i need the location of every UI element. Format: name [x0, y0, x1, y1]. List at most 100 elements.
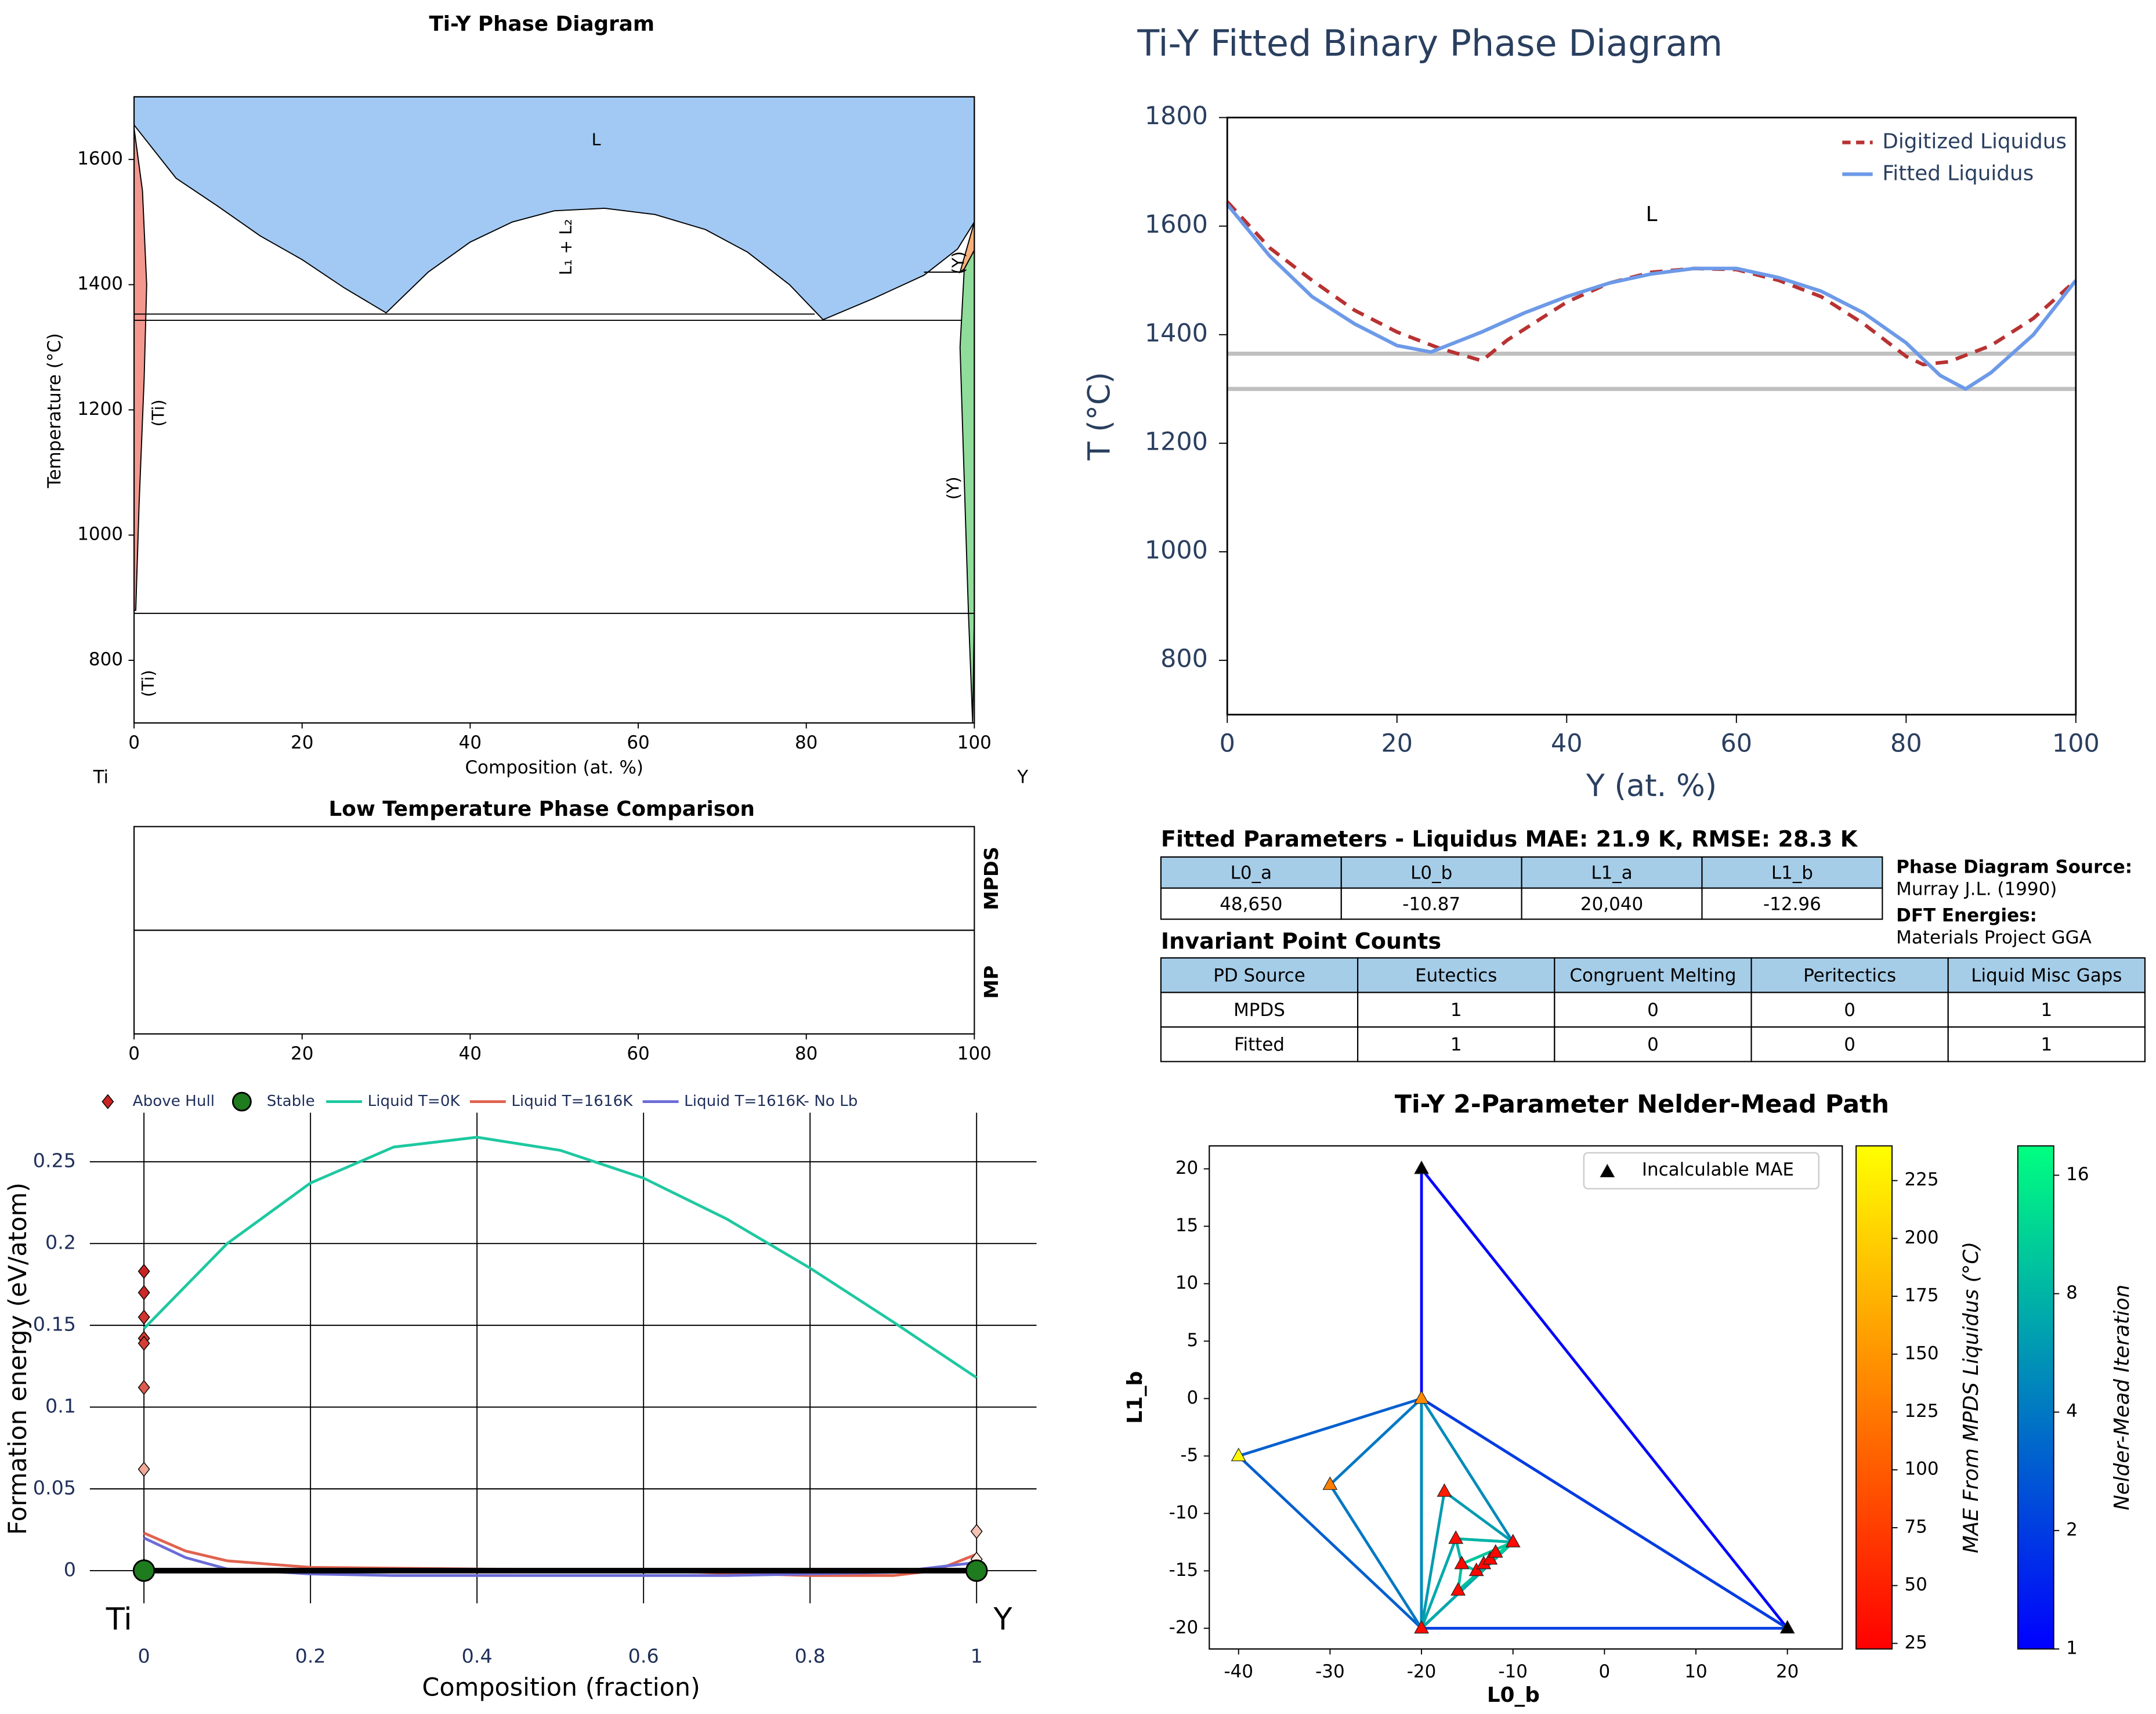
colorbar [2017, 1145, 2054, 1650]
table-value: 0 [1844, 1000, 1855, 1021]
colorbar [1855, 1145, 1893, 1650]
plot-frame [1209, 1145, 1843, 1650]
x-tick-label: 40 [1551, 729, 1583, 758]
marker-triangle [1488, 1544, 1503, 1558]
y-tick-label: 1400 [1145, 319, 1208, 348]
table-value: -12.96 [1763, 894, 1821, 914]
y-tick-label: 15 [1175, 1215, 1198, 1236]
annotation: L [1646, 203, 1658, 226]
marker-triangle [1414, 1619, 1429, 1634]
marker-diamond [138, 1264, 150, 1279]
marker-triangle [1779, 1619, 1795, 1634]
simplex [1420, 1490, 1515, 1630]
x-tick-label: 0.2 [295, 1645, 326, 1668]
y-tick-label: 10 [1175, 1272, 1198, 1293]
table-title: Fitted Parameters - Liquidus MAE: 21.9 K… [1161, 826, 1858, 852]
plot-frame [1226, 117, 2077, 716]
x-tick-label: 100 [2052, 729, 2100, 758]
note-label: DFT Energies: [1896, 905, 2037, 926]
marker-triangle [1468, 1562, 1484, 1576]
table-value: 20,040 [1580, 894, 1643, 914]
colorbar-tick-label: 175 [1904, 1285, 1938, 1306]
marker-triangle [1505, 1534, 1521, 1547]
note-text: Murray J.L. (1990) [1896, 879, 2057, 900]
colorbar-tick-label: 8 [2066, 1282, 2078, 1303]
table-header: L1_b [1771, 863, 1813, 884]
marker-circle [965, 1559, 988, 1582]
annotation: (Ti) [138, 670, 158, 697]
y-tick-label: 0.2 [45, 1231, 76, 1254]
table-cell [1701, 856, 1883, 889]
colorbar-tick-label: 50 [1904, 1574, 1927, 1595]
colorbar-tick-label: 200 [1904, 1227, 1938, 1248]
table-cell [1750, 992, 1949, 1028]
table-cell [1521, 887, 1703, 920]
y-tick-label: -5 [1180, 1445, 1198, 1466]
phase-region [133, 96, 975, 321]
chart-title: Ti-Y Fitted Binary Phase Diagram [1137, 23, 1723, 64]
table-title: Invariant Point Counts [1161, 928, 1441, 954]
colorbar-label: MAE From MPDS Liquidus (°C) [1959, 1242, 1983, 1553]
table-value: -10.87 [1402, 894, 1460, 914]
table-cell [1554, 1026, 1752, 1062]
y-tick-label: 0.1 [45, 1395, 76, 1418]
simplex [1237, 1397, 1423, 1630]
marker-diamond [138, 1462, 150, 1477]
y-tick-label: 0.15 [33, 1313, 76, 1336]
y-tick-label: 1600 [1145, 210, 1208, 239]
marker-triangle [1454, 1556, 1470, 1570]
x-tick-label: 80 [1890, 729, 1922, 758]
y-tick-label: 1000 [77, 524, 123, 545]
chart-title: Ti-Y Phase Diagram [429, 12, 654, 36]
table-cell [1947, 1026, 2146, 1062]
marker-circle [132, 1559, 155, 1582]
element-label: Ti [93, 767, 109, 788]
table-header: L0_b [1410, 863, 1452, 884]
marker-triangle [1231, 1448, 1246, 1462]
legend-label: Liquid T=1616K [511, 1093, 633, 1110]
legend-box [1583, 1152, 1819, 1189]
x-tick-label: 0.4 [462, 1645, 493, 1668]
y-tick-label: 0 [1187, 1387, 1199, 1408]
table-header: PD Source [1213, 966, 1305, 986]
x-tick-label: 80 [795, 732, 817, 753]
x-tick-label: 10 [1684, 1661, 1707, 1682]
y-tick-label: 1800 [1145, 102, 1208, 131]
colorbar-tick-label: 16 [2066, 1164, 2089, 1185]
x-tick-label: 60 [1721, 729, 1753, 758]
x-tick-label: 20 [291, 1043, 313, 1064]
legend-label: Liquid T=1616K- No Lb [684, 1093, 858, 1110]
y-tick-label: -10 [1169, 1502, 1199, 1523]
table-value: 1 [2041, 1035, 2052, 1055]
legend-label: Stable [267, 1093, 315, 1110]
table-header: Liquid Misc Gaps [1971, 966, 2122, 986]
simplex [1329, 1397, 1423, 1630]
row-label: MP [980, 966, 1003, 999]
y-tick-label: -20 [1169, 1617, 1199, 1638]
marker-triangle [1437, 1483, 1452, 1497]
legend-label: Digitized Liquidus [1882, 129, 2067, 153]
table-cell [1701, 887, 1883, 920]
legend-label: Liquid T=0K [368, 1093, 461, 1110]
annotation: (Y) [948, 251, 968, 274]
annotation: (Y) [943, 476, 963, 500]
colorbar-tick-label: 225 [1904, 1169, 1938, 1190]
table-value: 0 [1647, 1035, 1659, 1055]
x-tick-label: -40 [1224, 1661, 1253, 1682]
x-tick-label: -10 [1498, 1661, 1528, 1682]
table-value: Fitted [1234, 1035, 1285, 1055]
table-cell [1340, 856, 1522, 889]
chart-title: Low Temperature Phase Comparison [329, 797, 755, 821]
colorbar-tick-label: 25 [1904, 1632, 1927, 1653]
y-tick-label: 5 [1187, 1330, 1199, 1351]
marker-triangle [1450, 1582, 1466, 1596]
y-axis-label: Temperature (°C) [44, 333, 65, 489]
table-header: L1_a [1591, 863, 1632, 884]
marker-diamond [138, 1380, 150, 1395]
table-value: 0 [1844, 1035, 1855, 1055]
table-cell [1750, 1026, 1949, 1062]
y-tick-label: 1200 [1145, 427, 1208, 456]
y-tick-label: 0.25 [33, 1149, 76, 1172]
x-tick-label: 0.6 [628, 1645, 659, 1668]
table-value: 1 [1450, 1035, 1462, 1055]
